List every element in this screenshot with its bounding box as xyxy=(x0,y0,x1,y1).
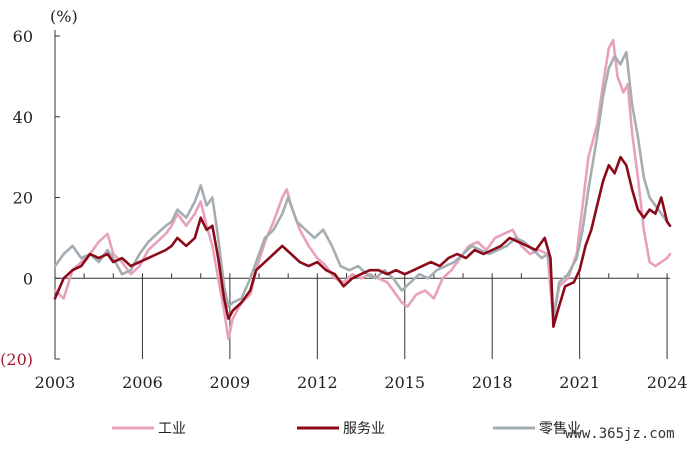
x-tick-label: 2003 xyxy=(35,373,76,392)
x-tick-label: 2012 xyxy=(297,373,338,392)
y-axis-ticks: 60 40 20 0 (20) xyxy=(0,27,60,369)
series-line-2 xyxy=(53,155,672,328)
legend-label: 零售业 xyxy=(539,421,581,437)
x-tick-label: 2015 xyxy=(384,373,425,392)
y-tick-label: 0 xyxy=(23,269,33,288)
y-tick-label: 20 xyxy=(13,189,33,208)
series-line-3 xyxy=(53,50,672,320)
x-tick-label: 2021 xyxy=(559,373,600,392)
x-tick-label: 2006 xyxy=(122,373,163,392)
y-tick-label: (20) xyxy=(0,350,33,369)
x-axis-ticks: 2003 2006 2009 2012 2015 2018 2021 2024 xyxy=(35,273,688,392)
legend-label: 服务业 xyxy=(343,421,385,437)
y-tick-label: 60 xyxy=(13,27,33,46)
y-tick-label: 40 xyxy=(13,108,33,127)
legend: 工业 服务业 零售业 xyxy=(112,421,581,437)
legend-item: 零售业 xyxy=(493,421,581,437)
legend-item: 服务业 xyxy=(297,421,385,437)
watermark: www.365jz.com xyxy=(565,426,675,442)
x-tick-label: 2018 xyxy=(472,373,513,392)
series-line-1 xyxy=(53,38,672,341)
legend-label: 工业 xyxy=(158,421,186,437)
plot-lines xyxy=(53,38,672,341)
axes xyxy=(54,30,670,359)
y-unit-label: (%) xyxy=(50,7,78,26)
legend-item: 工业 xyxy=(112,421,186,437)
x-tick-label: 2024 xyxy=(647,373,688,392)
x-tick-label: 2009 xyxy=(210,373,251,392)
